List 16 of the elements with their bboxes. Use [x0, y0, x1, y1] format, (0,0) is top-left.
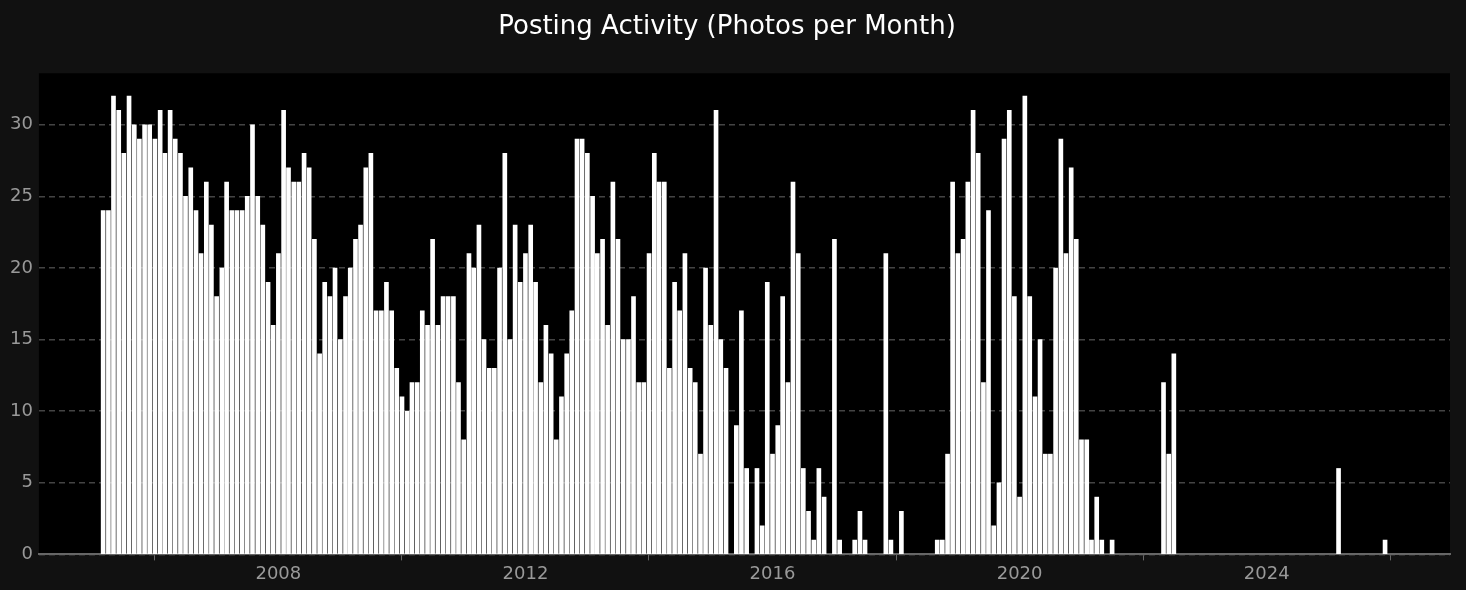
y-tick-label: 15 — [10, 327, 33, 349]
x-tick-label: 2016 — [749, 561, 796, 583]
y-tick-label: 5 — [21, 470, 33, 492]
y-tick-label: 0 — [21, 542, 33, 564]
chart-title: Posting Activity (Photos per Month) — [498, 10, 956, 41]
x-tick-label: 2024 — [1243, 561, 1290, 583]
y-tick-label: 20 — [10, 255, 33, 277]
x-tick-label: 2012 — [502, 561, 549, 583]
bar — [651, 153, 657, 554]
x-tick-label: 2020 — [996, 561, 1043, 583]
x-tick-label: 2008 — [255, 561, 302, 583]
bar — [1336, 468, 1341, 554]
bar — [899, 511, 904, 554]
y-tick-label: 25 — [10, 184, 33, 206]
y-tick-label: 10 — [10, 398, 33, 420]
y-tick-label: 30 — [10, 112, 33, 134]
